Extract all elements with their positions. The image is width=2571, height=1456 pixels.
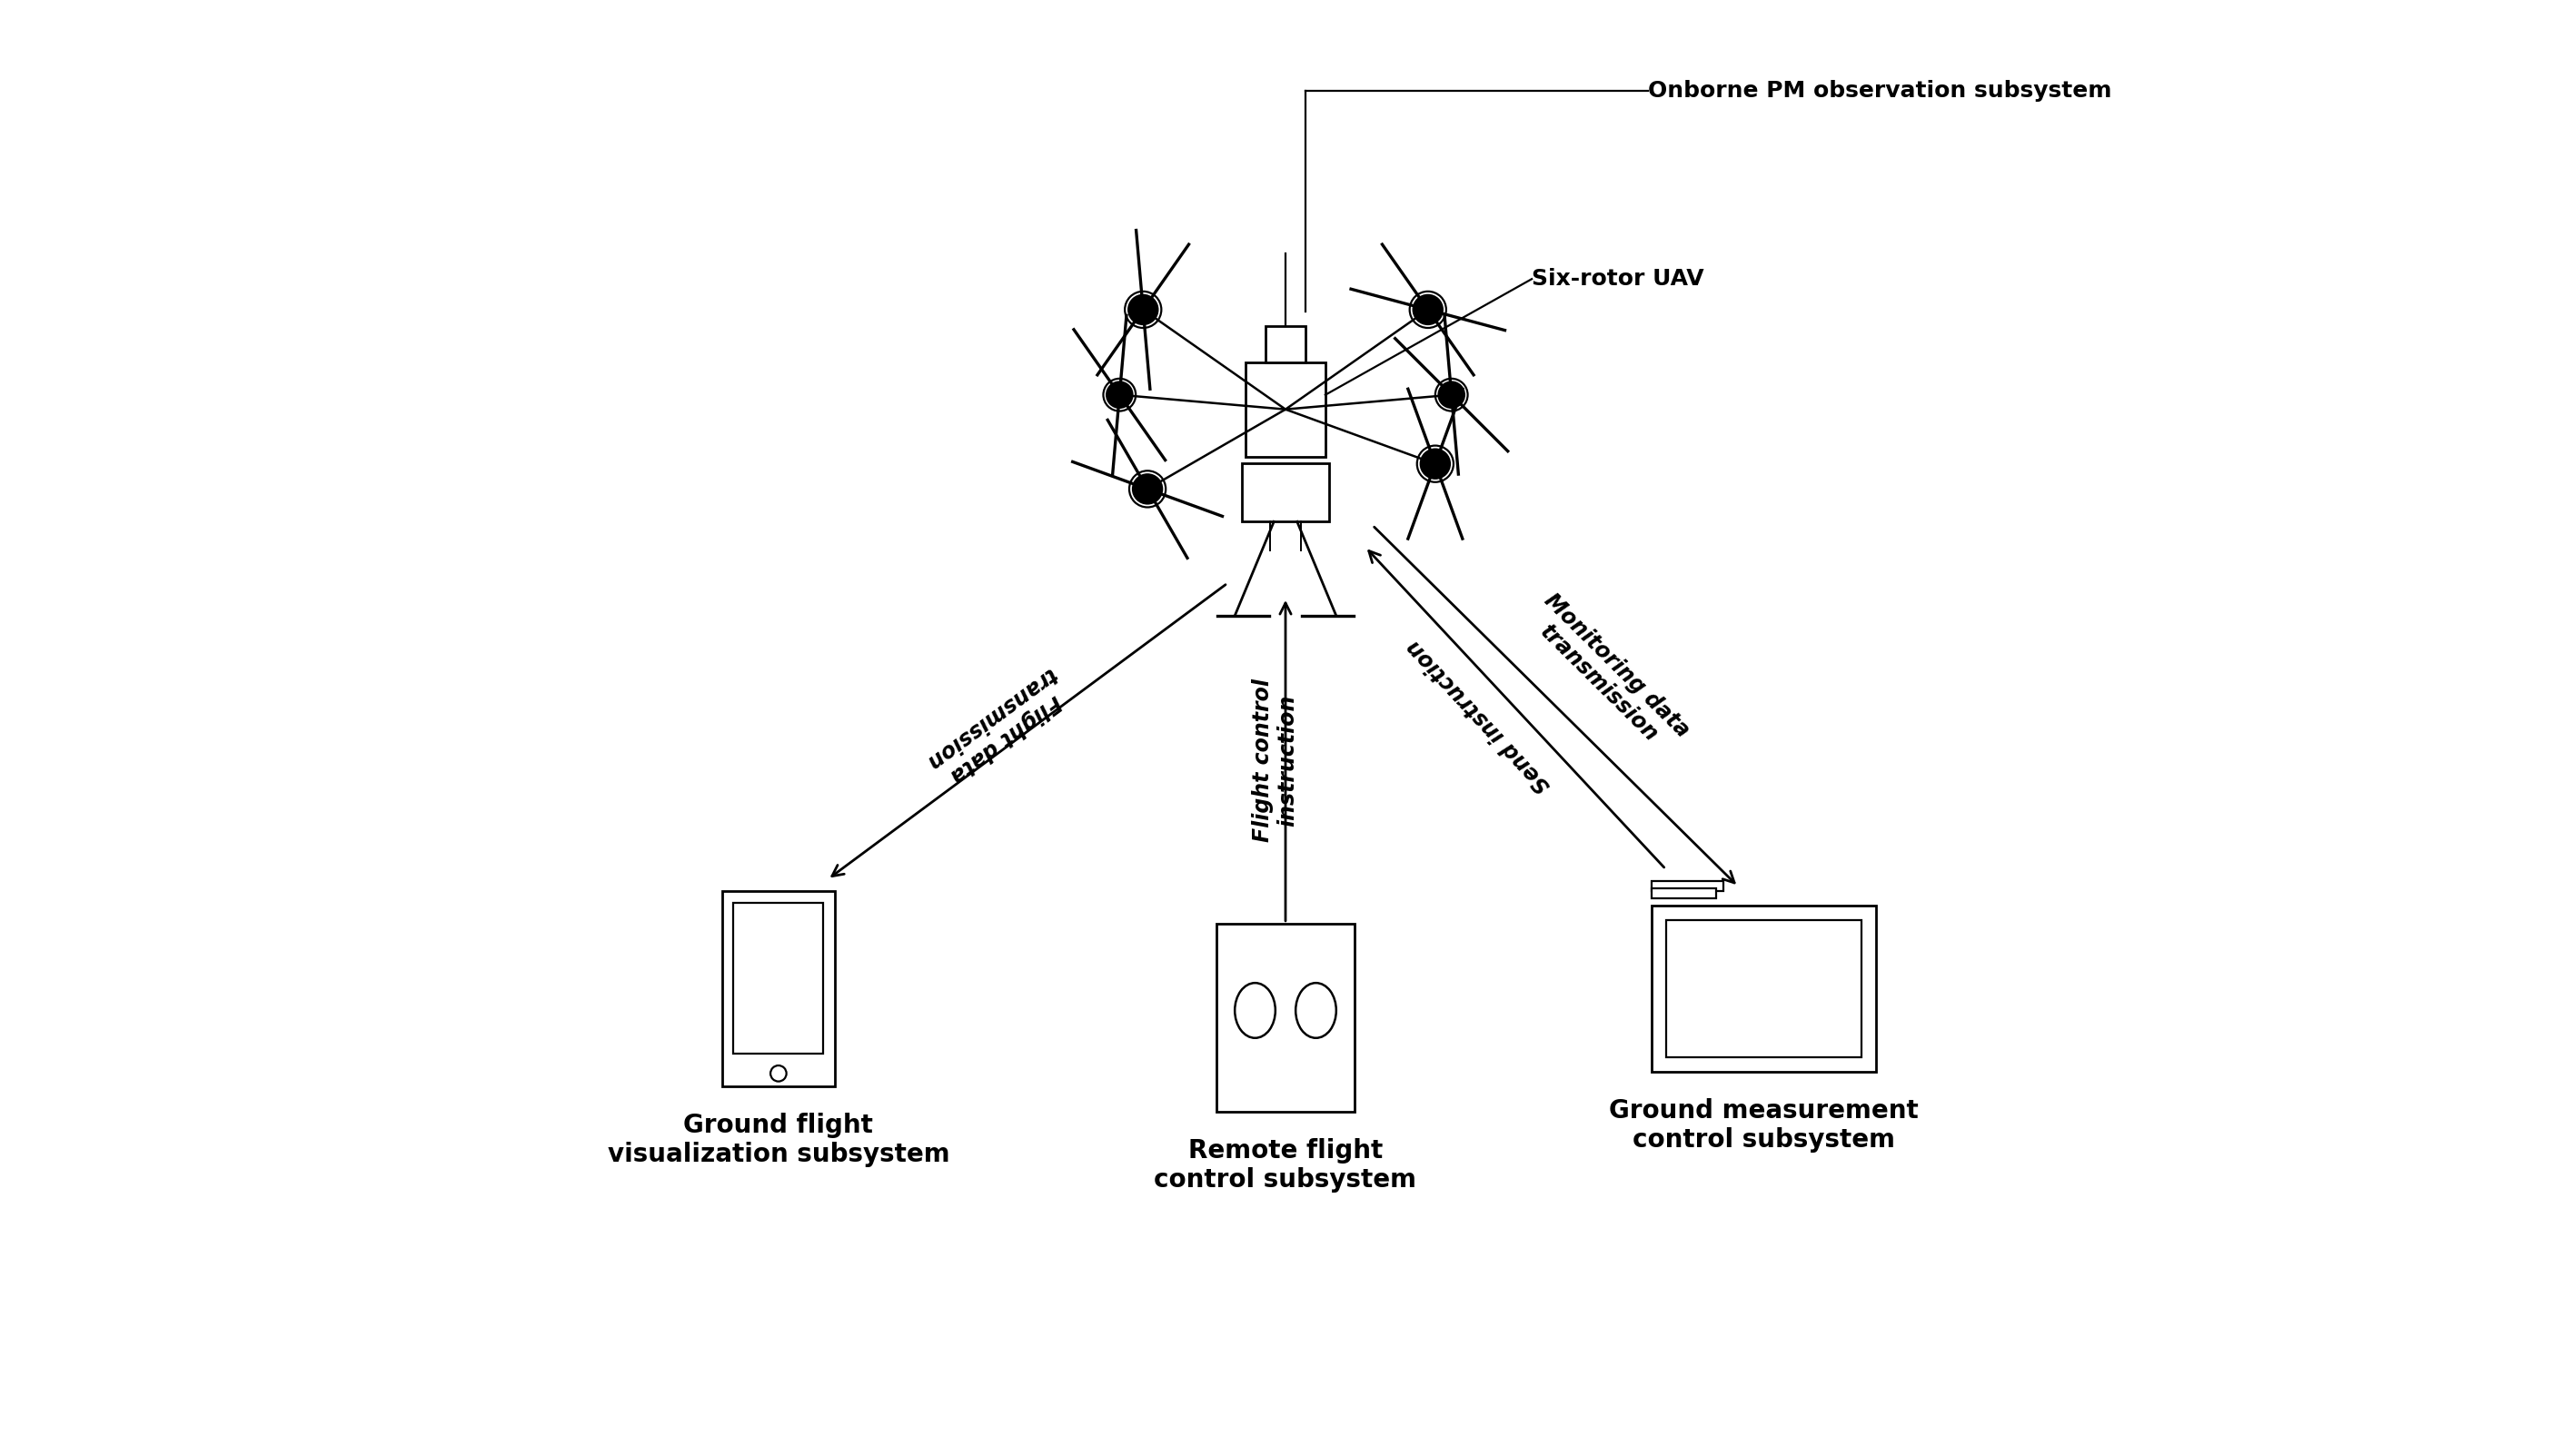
Bar	[1247, 363, 1324, 456]
Circle shape	[1411, 294, 1442, 325]
Bar	[722, 891, 836, 1086]
Text: Ground flight
visualization subsystem: Ground flight visualization subsystem	[607, 1112, 949, 1168]
Circle shape	[1131, 473, 1162, 505]
Bar	[1265, 326, 1306, 363]
Bar	[1651, 906, 1877, 1072]
Text: Onborne PM observation subsystem: Onborne PM observation subsystem	[1648, 80, 2111, 102]
Ellipse shape	[1234, 983, 1275, 1038]
Bar	[1216, 923, 1355, 1112]
Text: Flight control
instruction: Flight control instruction	[1252, 678, 1298, 843]
Bar	[1651, 888, 1717, 898]
Text: Ground measurement
control subsystem: Ground measurement control subsystem	[1609, 1098, 1918, 1153]
Text: Flight data
transmission: Flight data transmission	[920, 662, 1075, 794]
Bar	[1651, 881, 1723, 891]
Circle shape	[1437, 381, 1465, 409]
Text: Send instruction: Send instruction	[1401, 635, 1555, 796]
Bar	[733, 903, 823, 1053]
Ellipse shape	[1296, 983, 1337, 1038]
Circle shape	[1106, 381, 1134, 409]
Text: Monitoring data
transmission: Monitoring data transmission	[1522, 590, 1694, 760]
Text: Six-rotor UAV: Six-rotor UAV	[1532, 268, 1705, 290]
Circle shape	[1129, 294, 1160, 325]
Bar	[1666, 920, 1861, 1057]
Text: Remote flight
control subsystem: Remote flight control subsystem	[1154, 1139, 1417, 1192]
Bar	[1242, 463, 1329, 521]
Circle shape	[1419, 448, 1450, 479]
